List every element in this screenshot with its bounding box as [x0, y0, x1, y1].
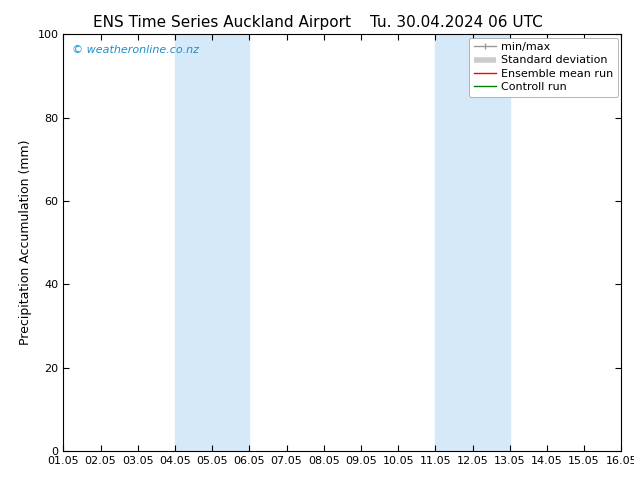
Bar [436, 34, 510, 451]
Y-axis label: Precipitation Accumulation (mm): Precipitation Accumulation (mm) [19, 140, 32, 345]
Text: ENS Time Series Auckland Airport: ENS Time Series Auckland Airport [93, 15, 351, 30]
Bar [175, 34, 249, 451]
Text: Tu. 30.04.2024 06 UTC: Tu. 30.04.2024 06 UTC [370, 15, 543, 30]
Legend: min/max, Standard deviation, Ensemble mean run, Controll run: min/max, Standard deviation, Ensemble me… [469, 38, 618, 97]
Text: © weatheronline.co.nz: © weatheronline.co.nz [72, 45, 199, 55]
